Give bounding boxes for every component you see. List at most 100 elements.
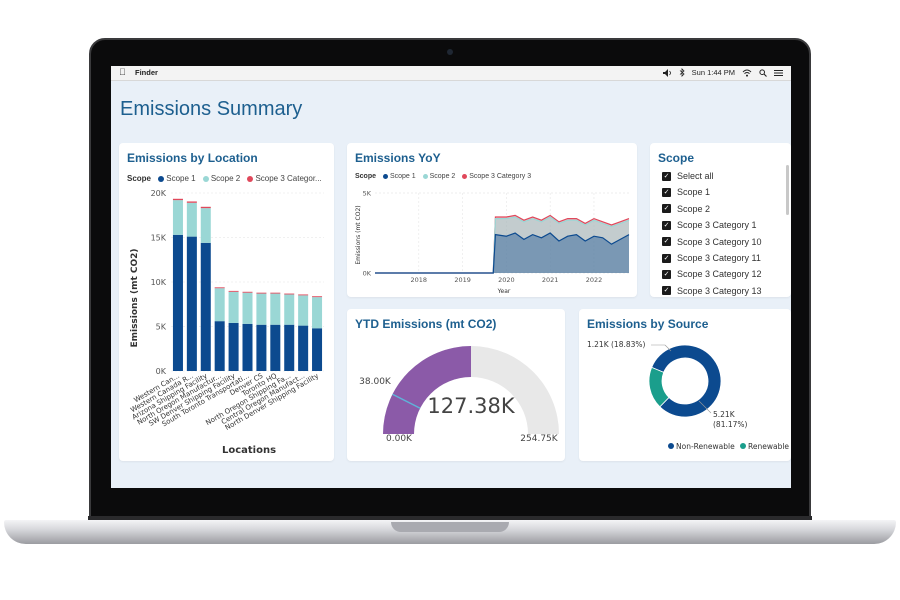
bar-segment[interactable] — [172, 198, 183, 201]
slicer-scrollbar[interactable] — [786, 165, 789, 215]
yoy-area[interactable] — [375, 217, 629, 273]
ytd-card[interactable]: YTD Emissions (mt CO2) 127.38K 0.00K 254… — [347, 309, 565, 461]
location-legend-item[interactable]: Scope 1 — [166, 174, 196, 183]
bar-segment[interactable] — [312, 296, 323, 298]
yoy-line[interactable] — [375, 232, 630, 274]
yoy-legend-item[interactable]: Scope 3 Category 3 — [469, 173, 532, 180]
bar-segment[interactable] — [200, 206, 211, 209]
bar-segment[interactable] — [228, 291, 239, 323]
slicer-item[interactable]: ✓ Select all — [662, 171, 714, 181]
scope-slicer[interactable]: Scope ✓ Select all ✓ Scope 1 ✓ Scope 2 ✓ Scope … — [650, 143, 791, 297]
source-legend-item[interactable]: Renewable — [748, 442, 789, 451]
checkbox-checked-icon[interactable]: ✓ — [662, 171, 671, 181]
clock[interactable]: Sun 1:44 PM — [691, 68, 735, 77]
bar-segment[interactable] — [270, 324, 281, 371]
donut-slice[interactable] — [648, 366, 670, 408]
bar-segment[interactable] — [242, 291, 253, 293]
bar-segment[interactable] — [312, 297, 323, 329]
location-legend-item[interactable]: Scope 2 — [210, 174, 241, 183]
source-legend-item[interactable]: Non-Renewable — [676, 442, 735, 451]
y-tick-label: 0K — [363, 270, 372, 278]
checkbox-checked-icon[interactable]: ✓ — [662, 187, 671, 197]
bar-segment[interactable] — [270, 292, 281, 294]
checkbox-checked-icon[interactable]: ✓ — [662, 204, 671, 214]
slicer-item[interactable]: ✓ Scope 2 — [662, 204, 710, 214]
yoy-legend-item[interactable]: Scope 1 — [389, 173, 416, 180]
slicer-item-label: Scope 3 Category 12 — [677, 269, 762, 280]
slicer-item[interactable]: ✓ Scope 3 Category 12 — [662, 269, 762, 279]
bar-segment[interactable] — [172, 234, 183, 371]
slicer-item[interactable]: ✓ Scope 3 Category 1 — [662, 220, 757, 230]
x-tick-label: 2018 — [411, 276, 428, 284]
bar-segment[interactable] — [186, 236, 197, 371]
bar-segment[interactable] — [214, 321, 225, 371]
x-tick-label: 2020 — [498, 276, 515, 284]
bar-segment[interactable] — [298, 295, 309, 326]
checkbox-checked-icon[interactable]: ✓ — [662, 253, 671, 263]
bar-segment[interactable] — [242, 323, 253, 371]
checkbox-checked-icon[interactable]: ✓ — [662, 286, 671, 296]
bar-segment[interactable] — [256, 292, 267, 294]
bar-segment[interactable] — [298, 294, 309, 296]
bar-segment[interactable] — [270, 293, 281, 325]
slicer-item-label: Scope 3 Category 11 — [677, 253, 761, 263]
gauge-min-label: 0.00K — [386, 434, 413, 444]
bar-segment[interactable] — [186, 201, 197, 203]
slicer-item[interactable]: ✓ Scope 3 Category 13 — [662, 286, 762, 296]
source-donut-chart[interactable]: 1.21K (18.83%) 5.21K (81.17%) Non-Renewa… — [579, 309, 791, 461]
bar-segment[interactable] — [256, 324, 267, 371]
nonrenewable-data-pct: (81.17%) — [713, 420, 748, 429]
scope-slicer-title: Scope — [658, 151, 695, 165]
app-menu-finder[interactable]: Finder — [135, 68, 158, 77]
scope1-legend-marker — [158, 175, 165, 182]
bar-segment[interactable] — [298, 325, 309, 371]
checkbox-checked-icon[interactable]: ✓ — [662, 220, 671, 230]
screen:  Finder Sun 1:44 PM Emissions Summary E… — [111, 66, 791, 488]
scope2-legend-marker — [422, 173, 428, 179]
checkbox-checked-icon[interactable]: ✓ — [662, 269, 671, 279]
source-card[interactable]: Emissions by Source 1.21K (18.83%) 5.21K… — [579, 309, 791, 461]
bar-segment[interactable] — [284, 293, 295, 295]
scope2-legend-marker — [202, 175, 209, 182]
yoy-legend-item[interactable]: Scope 2 — [429, 173, 456, 180]
bar-segment[interactable] — [200, 242, 211, 371]
location-bar-chart[interactable]: Emissions (mt CO2) Locations 0K 5K 10K 15K 2… — [119, 183, 334, 461]
apple-icon[interactable]:  — [119, 67, 126, 77]
bar-segment[interactable] — [214, 288, 225, 322]
gauge-value-label: 127.38K — [427, 394, 515, 418]
gauge-target-label: 38.00K — [359, 377, 392, 387]
bar-segment[interactable] — [228, 322, 239, 371]
yoy-y-axis-label: Emissions (mt CO2) — [355, 205, 362, 264]
bar-segment[interactable] — [256, 293, 267, 325]
bar-segment[interactable] — [214, 287, 225, 289]
menu-icon[interactable] — [774, 69, 783, 77]
slicer-item[interactable]: ✓ Scope 3 Category 10 — [662, 237, 762, 247]
location-card[interactable]: Emissions by Location Scope Scope 1 Scop… — [119, 143, 334, 461]
slicer-item[interactable]: ✓ Scope 1 — [662, 187, 710, 197]
gauge-fill — [383, 346, 472, 434]
search-icon[interactable] — [759, 68, 767, 77]
bar-segment[interactable] — [186, 202, 197, 237]
bar-segment[interactable] — [228, 290, 239, 292]
bar-segment[interactable] — [284, 294, 295, 325]
bar-segment[interactable] — [200, 208, 211, 243]
ytd-gauge[interactable]: 127.38K 0.00K 254.75K 38.00K — [347, 309, 565, 461]
bluetooth-icon[interactable] — [679, 68, 685, 77]
slicer-item-label: Scope 3 Category 1 — [677, 220, 757, 231]
bar-segment[interactable] — [242, 292, 253, 324]
bar-segment[interactable] — [172, 200, 183, 235]
yoy-card[interactable]: Emissions YoY Scope Scope 1 Scope 2 Scop… — [347, 143, 637, 297]
yoy-area[interactable] — [375, 233, 629, 273]
yoy-area-chart[interactable]: Emissions (mt CO2) Year 0K 5K 2018 2019 2020… — [347, 183, 637, 297]
volume-icon[interactable] — [662, 68, 672, 77]
x-tick-label: 2019 — [454, 276, 471, 284]
bar-segment[interactable] — [284, 324, 295, 371]
wifi-icon[interactable] — [742, 69, 752, 77]
donut-slice[interactable] — [651, 344, 722, 418]
bar-segment[interactable] — [312, 328, 323, 371]
slicer-item-label: Scope 1 — [677, 187, 711, 198]
checkbox-checked-icon[interactable]: ✓ — [662, 237, 671, 247]
slicer-item[interactable]: ✓ Scope 3 Category 11 — [662, 253, 761, 263]
renewable-legend-marker — [740, 443, 746, 449]
location-legend-item[interactable]: Scope 3 Categor... — [255, 174, 322, 183]
